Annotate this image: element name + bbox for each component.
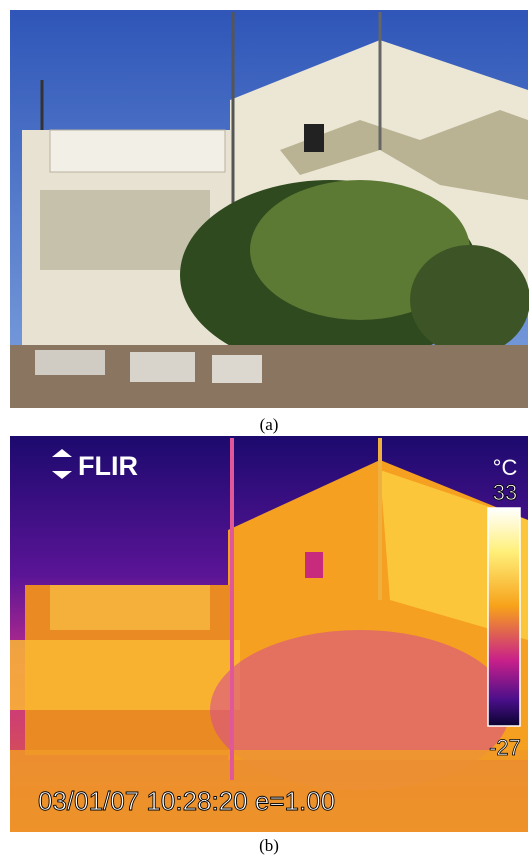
photo-a (10, 10, 529, 408)
panel-label: (b) (259, 836, 279, 855)
panel-label: (a) (260, 415, 279, 434)
page: (a) FLIR °C 33 -27 03/01/07 10:28:20 e=1… (0, 0, 529, 856)
timestamp: 03/01/07 10:28:20 e=1.00 (38, 786, 335, 816)
scale-max: 33 (493, 480, 517, 505)
figure: (a) FLIR °C 33 -27 03/01/07 10:28:20 e=1… (0, 0, 529, 856)
unit-label: °C (493, 455, 518, 480)
scale-min: -27 (489, 735, 521, 760)
flir-logo: FLIR (78, 451, 138, 481)
thermal-b (10, 436, 528, 832)
